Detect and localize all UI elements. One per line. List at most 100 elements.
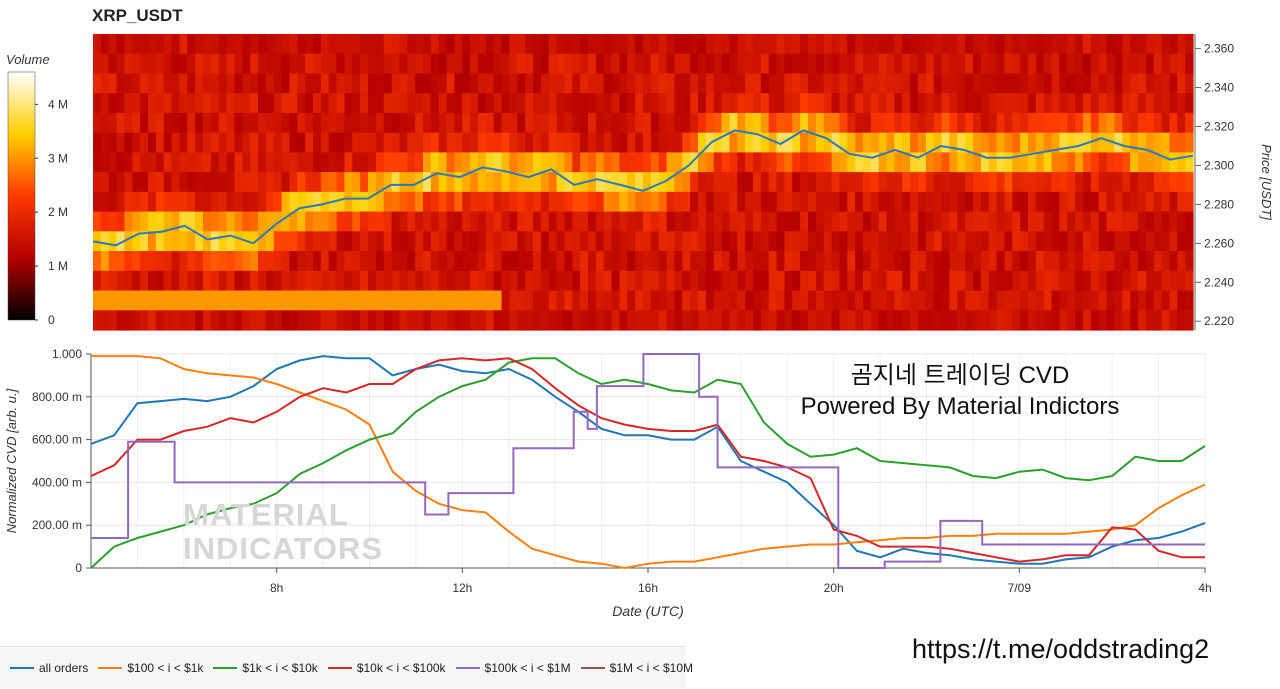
- legend-item[interactable]: all orders: [10, 661, 88, 675]
- heatmap-cell: [179, 53, 188, 75]
- heatmap-cell: [713, 211, 723, 232]
- heatmap-cell: [517, 73, 526, 94]
- heatmap-cell: [878, 211, 888, 232]
- heatmap-cell: [1169, 231, 1178, 252]
- telegram-link[interactable]: https://t.me/oddstrading2: [912, 634, 1210, 664]
- heatmap-cell: [823, 53, 833, 75]
- heatmap-cell: [132, 191, 141, 213]
- heatmap-cell: [1153, 93, 1163, 114]
- heatmap-cell: [902, 290, 911, 311]
- heatmap-cell: [140, 112, 149, 134]
- heatmap-cell: [768, 270, 778, 292]
- heatmap-cell: [619, 34, 628, 55]
- heatmap-cell: [933, 73, 943, 94]
- heatmap-cell: [375, 172, 385, 193]
- heatmap-cell: [1067, 172, 1076, 193]
- heatmap-cell: [407, 93, 416, 114]
- legend-item[interactable]: $1k < i < $10k: [213, 661, 318, 675]
- heatmap-cell: [155, 73, 165, 94]
- heatmap-cell: [1114, 211, 1123, 232]
- heatmap-cell: [116, 34, 126, 55]
- heatmap-cell: [737, 231, 746, 252]
- heatmap-cell: [800, 53, 809, 75]
- heatmap-cell: [957, 93, 966, 114]
- heatmap-cell: [1004, 73, 1013, 94]
- heatmap-cell: [352, 191, 361, 213]
- heatmap-cell: [540, 53, 550, 75]
- legend-item[interactable]: $100 < i < $1k: [98, 661, 203, 675]
- heatmap-cell: [894, 231, 903, 252]
- heatmap-cell: [493, 270, 503, 292]
- heatmap-cell: [1114, 73, 1123, 94]
- heatmap-cell: [281, 152, 291, 173]
- heatmap-cell: [949, 73, 958, 94]
- heatmap-cell: [760, 112, 770, 134]
- heatmap-cell: [203, 251, 212, 272]
- heatmap-cell: [548, 270, 558, 292]
- heatmap-cell: [768, 73, 778, 94]
- heatmap-cell: [863, 93, 872, 114]
- heatmap-cell: [454, 152, 463, 173]
- heatmap-cell: [988, 73, 998, 94]
- heatmap-cell: [1098, 251, 1108, 272]
- heatmap-cell: [446, 231, 456, 252]
- heatmap-cell: [399, 310, 408, 331]
- heatmap-cell: [132, 132, 141, 153]
- heatmap-cell: [1114, 251, 1123, 272]
- heatmap-cell: [603, 270, 613, 292]
- heatmap-cell: [203, 34, 212, 55]
- heatmap-cell: [737, 270, 746, 292]
- heatmap-cell: [933, 34, 943, 55]
- heatmap-cell: [745, 73, 754, 94]
- heatmap-cell: [517, 270, 526, 292]
- heatmap-cell: [595, 270, 605, 292]
- price-tick-label: 2.360: [1204, 42, 1234, 56]
- heatmap-cell: [423, 290, 432, 311]
- heatmap-cell: [344, 112, 353, 134]
- heatmap-cell: [1145, 231, 1155, 252]
- heatmap-cell: [1075, 152, 1084, 173]
- heatmap-cell: [93, 211, 102, 232]
- heatmap-cell: [407, 310, 416, 331]
- heatmap-cell: [1169, 172, 1178, 193]
- heatmap-cell: [698, 73, 707, 94]
- heatmap-cell: [525, 73, 534, 94]
- heatmap-cell: [234, 310, 243, 331]
- heatmap-cell: [595, 132, 605, 153]
- heatmap-cell: [941, 152, 951, 173]
- heatmap-cell: [336, 112, 346, 134]
- heatmap-cell: [540, 270, 550, 292]
- heatmap-cell: [792, 73, 801, 94]
- legend-item[interactable]: $10k < i < $100k: [327, 661, 446, 675]
- heatmap-cell: [1177, 53, 1186, 75]
- heatmap-cell: [391, 73, 401, 94]
- legend-swatch: [10, 666, 34, 669]
- legend-item[interactable]: $1M < i < $10M: [580, 661, 693, 675]
- heatmap-cell: [195, 73, 204, 94]
- heatmap-cell: [383, 34, 393, 55]
- heatmap-cell: [572, 112, 581, 134]
- legend-swatch: [327, 666, 352, 669]
- heatmap-cell: [226, 132, 236, 153]
- heatmap-cell: [737, 310, 746, 331]
- heatmap-cell: [383, 251, 393, 272]
- heatmap-cell: [595, 290, 605, 311]
- heatmap-cell: [965, 290, 974, 311]
- heatmap-cell: [478, 53, 487, 75]
- heatmap-cell: [1043, 172, 1053, 193]
- heatmap-cell: [187, 290, 196, 311]
- legend-item[interactable]: $100k < i < $1M: [455, 661, 571, 675]
- heatmap-cell: [674, 231, 683, 252]
- heatmap-cell: [132, 73, 141, 94]
- heatmap-cell: [627, 152, 636, 173]
- heatmap-cell: [1161, 152, 1171, 173]
- heatmap-cell: [847, 191, 856, 213]
- heatmap-cell: [281, 93, 291, 114]
- heatmap-cell: [674, 132, 683, 153]
- heatmap-cell: [108, 310, 118, 331]
- heatmap-cell: [800, 191, 809, 213]
- heatmap-cell: [839, 132, 848, 153]
- heatmap-cell: [478, 93, 487, 114]
- heatmap-cell: [768, 191, 778, 213]
- heatmap-cell: [949, 211, 958, 232]
